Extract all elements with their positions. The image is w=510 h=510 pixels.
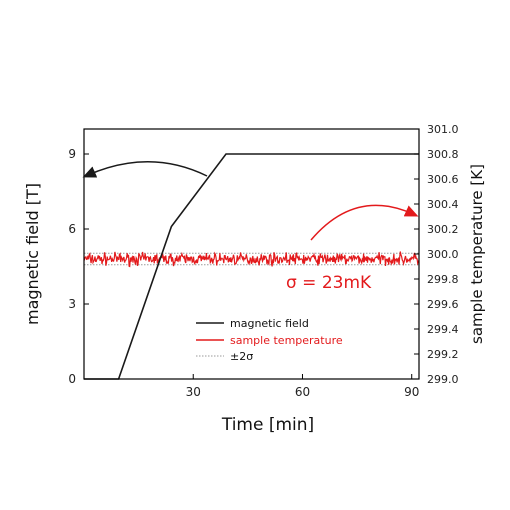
- left-axis-ticks: 0 3 6 9: [68, 147, 89, 386]
- right-tick-label: 299.8: [427, 273, 459, 286]
- legend-label-sigma: ±2σ: [230, 350, 253, 363]
- sigma-annotation: σ = 23mK: [286, 273, 372, 293]
- x-axis-label: Time [min]: [221, 415, 314, 435]
- left-tick-label: 0: [68, 372, 76, 386]
- right-tick-label: 299.6: [427, 298, 459, 311]
- temperature-line: [83, 251, 420, 268]
- right-axis-label: sample temperature [K]: [468, 164, 486, 344]
- right-axis-ticks: 299.0 299.2 299.4 299.6 299.8 300.0 300.2 300.4…: [414, 123, 459, 386]
- right-tick-label: 299.4: [427, 323, 459, 336]
- right-tick-label: 300.2: [427, 223, 459, 236]
- right-tick-label: 301.0: [427, 123, 459, 136]
- two-sigma-band: [84, 252, 419, 266]
- right-tick-label: 299.2: [427, 348, 459, 361]
- temperature-axis-arrow: [310, 204, 419, 241]
- right-tick-label: 300.6: [427, 173, 459, 186]
- x-tick-label: 30: [186, 385, 201, 399]
- right-tick-label: 300.0: [427, 248, 459, 261]
- right-tick-label: 300.8: [427, 148, 459, 161]
- x-axis-ticks: 30 60 90: [186, 374, 419, 399]
- right-tick-label: 300.4: [427, 198, 459, 211]
- left-tick-label: 9: [68, 147, 76, 161]
- field-axis-arrow: [82, 161, 208, 178]
- left-tick-label: 3: [68, 297, 76, 311]
- legend: magnetic field sample temperature ±2σ: [196, 317, 343, 363]
- right-tick-label: 299.0: [427, 373, 459, 386]
- legend-label-field: magnetic field: [230, 317, 309, 330]
- left-tick-label: 6: [68, 222, 76, 236]
- left-axis-label: magnetic field [T]: [23, 183, 42, 325]
- x-tick-label: 90: [404, 385, 419, 399]
- temperature-series: [83, 251, 420, 268]
- legend-label-temperature: sample temperature: [230, 334, 343, 347]
- x-tick-label: 60: [295, 385, 310, 399]
